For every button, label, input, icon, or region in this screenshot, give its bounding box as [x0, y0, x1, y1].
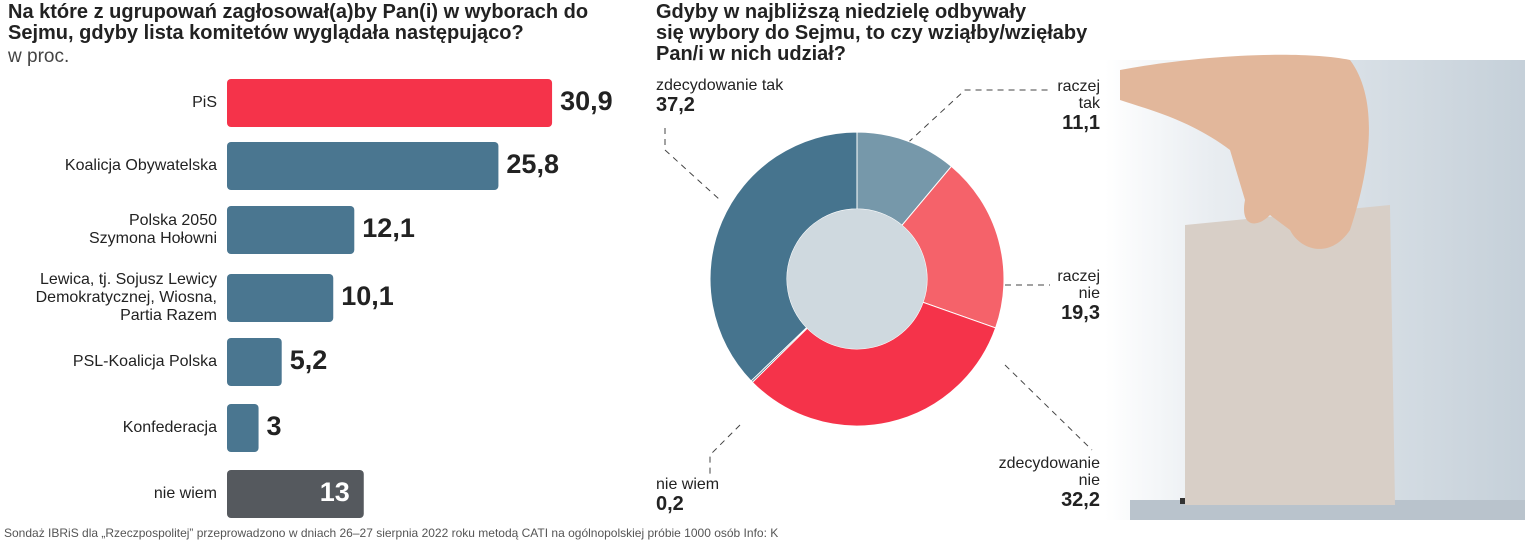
category-label: nie wiem	[153, 485, 217, 502]
donut-label: zdecydowanie nie 32,2	[999, 455, 1100, 511]
bar	[227, 206, 355, 254]
donut-value: 37,2	[656, 94, 695, 116]
category-label: PSL-Koalicja Polska	[72, 353, 217, 370]
photo	[1105, 54, 1525, 520]
donut-category: zdecydowanie nie	[998, 455, 1100, 489]
donut-label: raczej nie 19,3	[1057, 268, 1100, 324]
leader-line	[1004, 364, 1093, 451]
bar	[227, 338, 282, 386]
footer: Sondaż IBRiS dla „Rzeczpospolitej” przep…	[4, 526, 779, 540]
value-label: 5,2	[289, 345, 328, 375]
donut-value: 19,3	[1061, 302, 1100, 324]
bar	[227, 142, 499, 190]
category-label: Konfederacja	[122, 419, 217, 436]
bar-chart-subtitle: w proc.	[8, 46, 70, 67]
category-label: Lewica, tj. Sojusz Lewicy Demokratycznej…	[35, 271, 217, 324]
category-label: Polska 2050 Szymona Hołowni	[88, 212, 217, 247]
donut-hole	[787, 209, 927, 349]
donut-value: 0,2	[656, 493, 684, 515]
value-label: 13	[319, 477, 350, 507]
value-label: 3	[266, 411, 282, 441]
donut-category: nie wiem	[656, 476, 720, 493]
leader-line	[709, 424, 741, 475]
value-label: 30,9	[560, 86, 613, 116]
leaders	[664, 89, 1093, 475]
value-label: 25,8	[506, 149, 559, 179]
bar-chart-title: Na które z ugrupowań zagłosował(a)by Pan…	[8, 1, 589, 44]
donut-category: zdecydowanie tak	[656, 77, 784, 94]
donut-chart-title: Gdyby w najbliższą niedzielę odbywały si…	[656, 1, 1088, 65]
value-label: 12,1	[362, 213, 415, 243]
bar	[227, 470, 364, 518]
donut-value: 32,2	[1061, 489, 1100, 511]
donut-label: nie wiem 0,2	[656, 476, 719, 515]
hand	[1120, 54, 1369, 249]
ballot-card	[1185, 205, 1395, 505]
value-label: 10,1	[341, 281, 394, 311]
bar	[227, 404, 259, 452]
leader-line	[664, 128, 721, 201]
donut-category: raczej tak	[1057, 78, 1100, 112]
category-label: PiS	[192, 94, 217, 111]
category-label: Koalicja Obywatelska	[64, 157, 217, 174]
donut-category: raczej nie	[1057, 268, 1100, 302]
bar	[227, 79, 553, 127]
donut-label: raczej tak 11,1	[1057, 78, 1100, 134]
bar	[227, 274, 334, 322]
donut-label: zdecydowanie tak 37,2	[656, 77, 783, 116]
leader-line	[899, 89, 1050, 151]
donut-value: 11,1	[1062, 112, 1100, 134]
